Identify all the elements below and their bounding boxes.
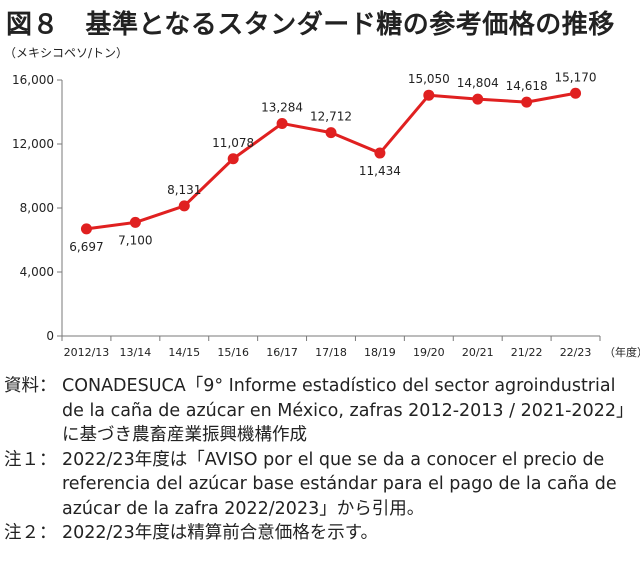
y-tick-label: 4,000 [20, 265, 54, 279]
footnote-1-label: 注１： [4, 449, 57, 470]
x-tick-label: 13/14 [120, 346, 152, 359]
data-label: 14,618 [506, 79, 548, 93]
y-tick-label: 0 [46, 329, 54, 343]
notes-section: 資料： CONADESUCA「9° Informe estadístico de… [4, 374, 636, 546]
source-note: 資料： CONADESUCA「9° Informe estadístico de… [4, 374, 636, 448]
data-point [570, 87, 582, 99]
data-label: 13,284 [261, 100, 303, 114]
x-tick-label: 21/22 [511, 346, 543, 359]
footnote-1: 注１： 2022/23年度は「AVISO por el que se da a … [4, 448, 636, 522]
footnote-1-text: 2022/23年度は「AVISO por el que se da a cono… [62, 449, 617, 519]
data-label: 12,712 [310, 110, 352, 124]
data-point [80, 223, 92, 235]
data-label: 15,170 [555, 70, 597, 84]
line-chart: 0 4,000 8,000 12,000 16,000 2012/13 13/14 14/15… [12, 70, 640, 359]
x-tick-label: 15/16 [217, 346, 249, 359]
x-tick-label: 20/21 [462, 346, 494, 359]
footnote-2-text: 2022/23年度は精算前合意価格を示す。 [62, 523, 378, 543]
data-point [423, 89, 435, 101]
data-point [129, 216, 141, 228]
figure-title: 図８ 基準となるスタンダード糖の参考価格の推移 [6, 10, 615, 40]
data-label: 11,078 [212, 136, 254, 150]
data-point [374, 147, 386, 159]
x-tick-label: 22/23 [560, 346, 592, 359]
data-label: 11,434 [359, 164, 401, 178]
x-tick-label: 16/17 [266, 346, 298, 359]
source-note-label: 資料： [4, 376, 57, 396]
x-tick-label: 19/20 [413, 346, 445, 359]
source-note-text: CONADESUCA「9° Informe estadístico del se… [62, 376, 634, 445]
footnote-2: 注２： 2022/23年度は精算前合意価格を示す。 [4, 521, 636, 546]
data-point [325, 127, 337, 139]
x-tick-label: 18/19 [364, 346, 396, 359]
x-axis-label: （年度） [604, 345, 640, 359]
data-label: 15,050 [408, 72, 450, 86]
y-tick-label: 12,000 [12, 137, 54, 151]
y-tick-label: 8,000 [20, 201, 54, 215]
data-point [178, 200, 190, 212]
y-tick-label: 16,000 [12, 73, 54, 87]
data-label: 8,131 [167, 183, 201, 197]
x-tick-label: 17/18 [315, 346, 347, 359]
data-label: 14,804 [457, 76, 499, 90]
data-point [472, 93, 484, 105]
y-axis-unit-label: （メキシコペソ/トン） [4, 46, 129, 60]
data-label: 7,100 [118, 233, 152, 247]
footnote-2-label: 注２： [4, 523, 57, 543]
data-point [521, 96, 533, 108]
x-tick-label: 2012/13 [64, 346, 110, 359]
data-point [227, 153, 239, 165]
data-label: 6,697 [69, 240, 103, 254]
data-point [276, 117, 288, 129]
x-tick-label: 14/15 [168, 346, 200, 359]
